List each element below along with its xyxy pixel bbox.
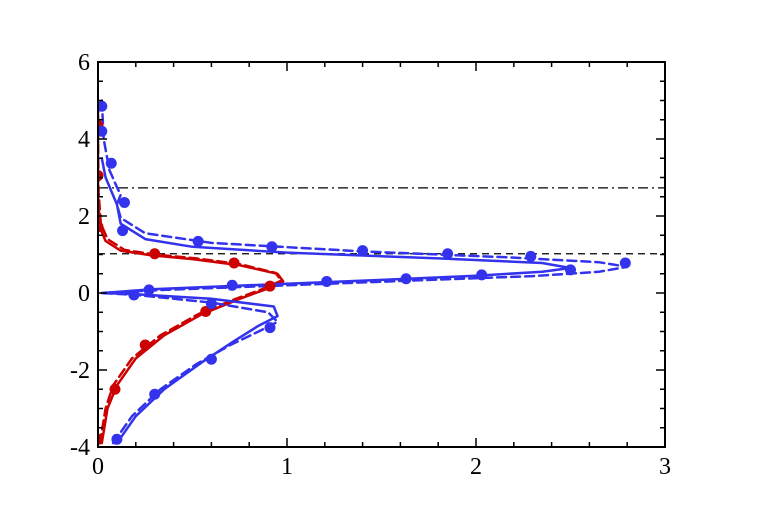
data-point-2-1 — [109, 383, 121, 395]
x-tick-label: 3 — [659, 454, 671, 480]
data-point-5-11 — [565, 264, 576, 276]
data-point-2-0 — [98, 433, 104, 445]
plot-inner — [98, 99, 665, 445]
data-point-2-7 — [98, 221, 104, 233]
data-point-5-18 — [117, 225, 129, 237]
data-point-5-0 — [111, 433, 123, 445]
data-point-5-13 — [525, 250, 537, 262]
data-point-2-5 — [228, 257, 240, 269]
data-point-5-21 — [98, 125, 108, 137]
plot-frame — [97, 61, 666, 448]
x-tick-label: 0 — [92, 454, 104, 480]
data-point-5-17 — [192, 235, 204, 247]
data-point-5-3 — [264, 322, 276, 334]
data-point-5-6 — [143, 284, 155, 296]
y-tick-label: -4 — [70, 435, 90, 461]
plot-content — [98, 99, 665, 445]
data-point-5-19 — [118, 197, 130, 209]
y-tick-label: 4 — [78, 127, 90, 153]
data-point-5-12 — [619, 257, 631, 269]
data-point-5-15 — [357, 245, 369, 257]
data-point-2-2 — [139, 339, 151, 351]
series-line-1 — [98, 99, 283, 445]
series-line-3 — [100, 157, 572, 445]
data-point-5-5 — [128, 289, 140, 301]
data-point-5-7 — [226, 279, 238, 291]
data-point-2-8 — [98, 170, 104, 182]
data-point-2-4 — [264, 280, 276, 292]
data-point-5-14 — [442, 248, 454, 260]
y-tick-label: 6 — [78, 50, 90, 76]
y-tick-label: 0 — [78, 281, 90, 307]
data-point-5-4 — [205, 298, 217, 310]
data-point-5-8 — [321, 275, 333, 287]
data-point-5-10 — [476, 269, 488, 281]
series-line-4 — [100, 99, 629, 445]
x-tick-label: 1 — [281, 454, 293, 480]
data-point-5-1 — [149, 388, 161, 400]
axis-ticks — [97, 61, 666, 448]
tick-labels: 0 1 2 3 -4 -2 0 2 4 6 — [70, 50, 671, 480]
data-point-5-9 — [400, 273, 412, 285]
y-tick-label: 2 — [78, 204, 90, 230]
data-point-5-16 — [266, 241, 278, 253]
data-point-5-22 — [98, 100, 108, 112]
data-point-5-2 — [205, 353, 217, 365]
x-tick-label: 2 — [470, 454, 482, 480]
data-point-2-3 — [200, 305, 212, 317]
y-tick-label: -2 — [70, 358, 90, 384]
data-point-5-20 — [105, 157, 117, 169]
data-point-2-6 — [149, 248, 161, 260]
series-line-0 — [98, 99, 285, 445]
